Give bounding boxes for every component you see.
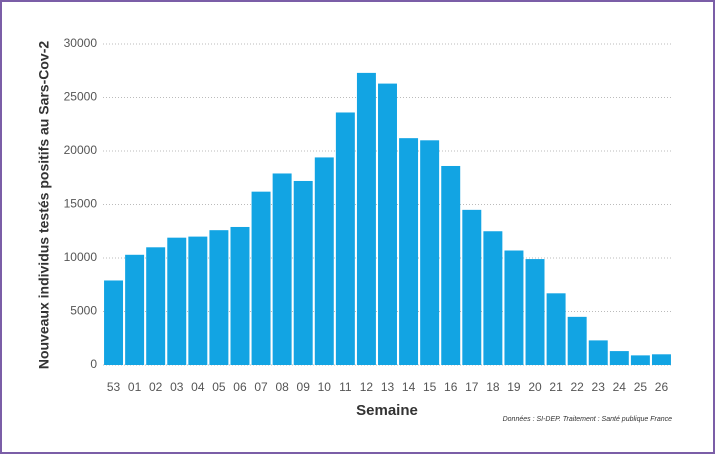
x-axis-label: Semaine bbox=[356, 402, 418, 419]
y-tick-label: 30000 bbox=[64, 36, 98, 50]
bar bbox=[251, 191, 271, 365]
x-tick-label: 03 bbox=[170, 380, 184, 394]
bar bbox=[272, 173, 292, 365]
bar bbox=[188, 236, 208, 365]
bar bbox=[209, 230, 229, 365]
x-tick-label: 11 bbox=[339, 380, 352, 394]
bar bbox=[651, 354, 671, 365]
bar bbox=[567, 316, 587, 365]
x-tick-label: 15 bbox=[423, 380, 437, 394]
x-tick-label: 18 bbox=[486, 380, 500, 394]
x-tick-label: 06 bbox=[233, 380, 247, 394]
y-tick-label: 0 bbox=[90, 357, 97, 371]
x-tick-label: 09 bbox=[297, 380, 311, 394]
y-tick-label: 20000 bbox=[64, 143, 98, 157]
bar bbox=[399, 138, 419, 365]
y-axis-label: Nouveaux individus testés positifs au Sa… bbox=[36, 41, 52, 370]
bar bbox=[462, 209, 482, 365]
bar bbox=[356, 72, 376, 365]
bar bbox=[167, 237, 187, 365]
x-tick-label: 24 bbox=[613, 380, 627, 394]
bar bbox=[335, 112, 355, 365]
y-tick-label: 15000 bbox=[64, 197, 98, 211]
x-tick-label: 10 bbox=[318, 380, 332, 394]
caption: Données : SI-DEP. Traitement : Santé pub… bbox=[503, 416, 672, 423]
x-tick-label: 20 bbox=[528, 380, 542, 394]
x-tick-label: 07 bbox=[254, 380, 268, 394]
bar bbox=[146, 247, 166, 365]
y-tick-label: 5000 bbox=[70, 304, 97, 318]
x-tick-label: 19 bbox=[507, 380, 521, 394]
x-tick-label: 16 bbox=[444, 380, 458, 394]
x-tick-label: 53 bbox=[107, 380, 121, 394]
x-tick-label: 23 bbox=[592, 380, 606, 394]
x-tick-label: 14 bbox=[402, 380, 416, 394]
y-tick-label: 25000 bbox=[64, 90, 98, 104]
bar bbox=[588, 340, 608, 365]
x-tick-label: 04 bbox=[191, 380, 205, 394]
x-tick-label: 12 bbox=[360, 380, 374, 394]
x-tick-label: 05 bbox=[212, 380, 226, 394]
bar bbox=[314, 157, 334, 365]
bar bbox=[378, 83, 397, 365]
bar bbox=[441, 165, 461, 365]
x-tick-label: 02 bbox=[149, 380, 163, 394]
x-tick-label: 08 bbox=[275, 380, 289, 394]
bar bbox=[230, 226, 250, 365]
x-tick-label: 01 bbox=[128, 380, 142, 394]
bar bbox=[546, 293, 566, 365]
x-tick-label: 17 bbox=[465, 380, 479, 394]
bar bbox=[125, 254, 145, 365]
bar bbox=[293, 180, 313, 365]
bar bbox=[104, 280, 124, 365]
x-tick-label: 22 bbox=[570, 380, 584, 394]
y-tick-label: 10000 bbox=[64, 250, 98, 264]
bar bbox=[609, 351, 629, 365]
x-tick-label: 13 bbox=[381, 380, 395, 394]
x-tick-label: 26 bbox=[655, 380, 669, 394]
x-tick-label: 21 bbox=[549, 380, 563, 394]
bar bbox=[483, 231, 503, 365]
bar bbox=[420, 140, 440, 365]
bar bbox=[504, 250, 524, 365]
bar bbox=[525, 259, 545, 365]
x-tick-label: 25 bbox=[634, 380, 648, 394]
bar bbox=[630, 355, 650, 365]
